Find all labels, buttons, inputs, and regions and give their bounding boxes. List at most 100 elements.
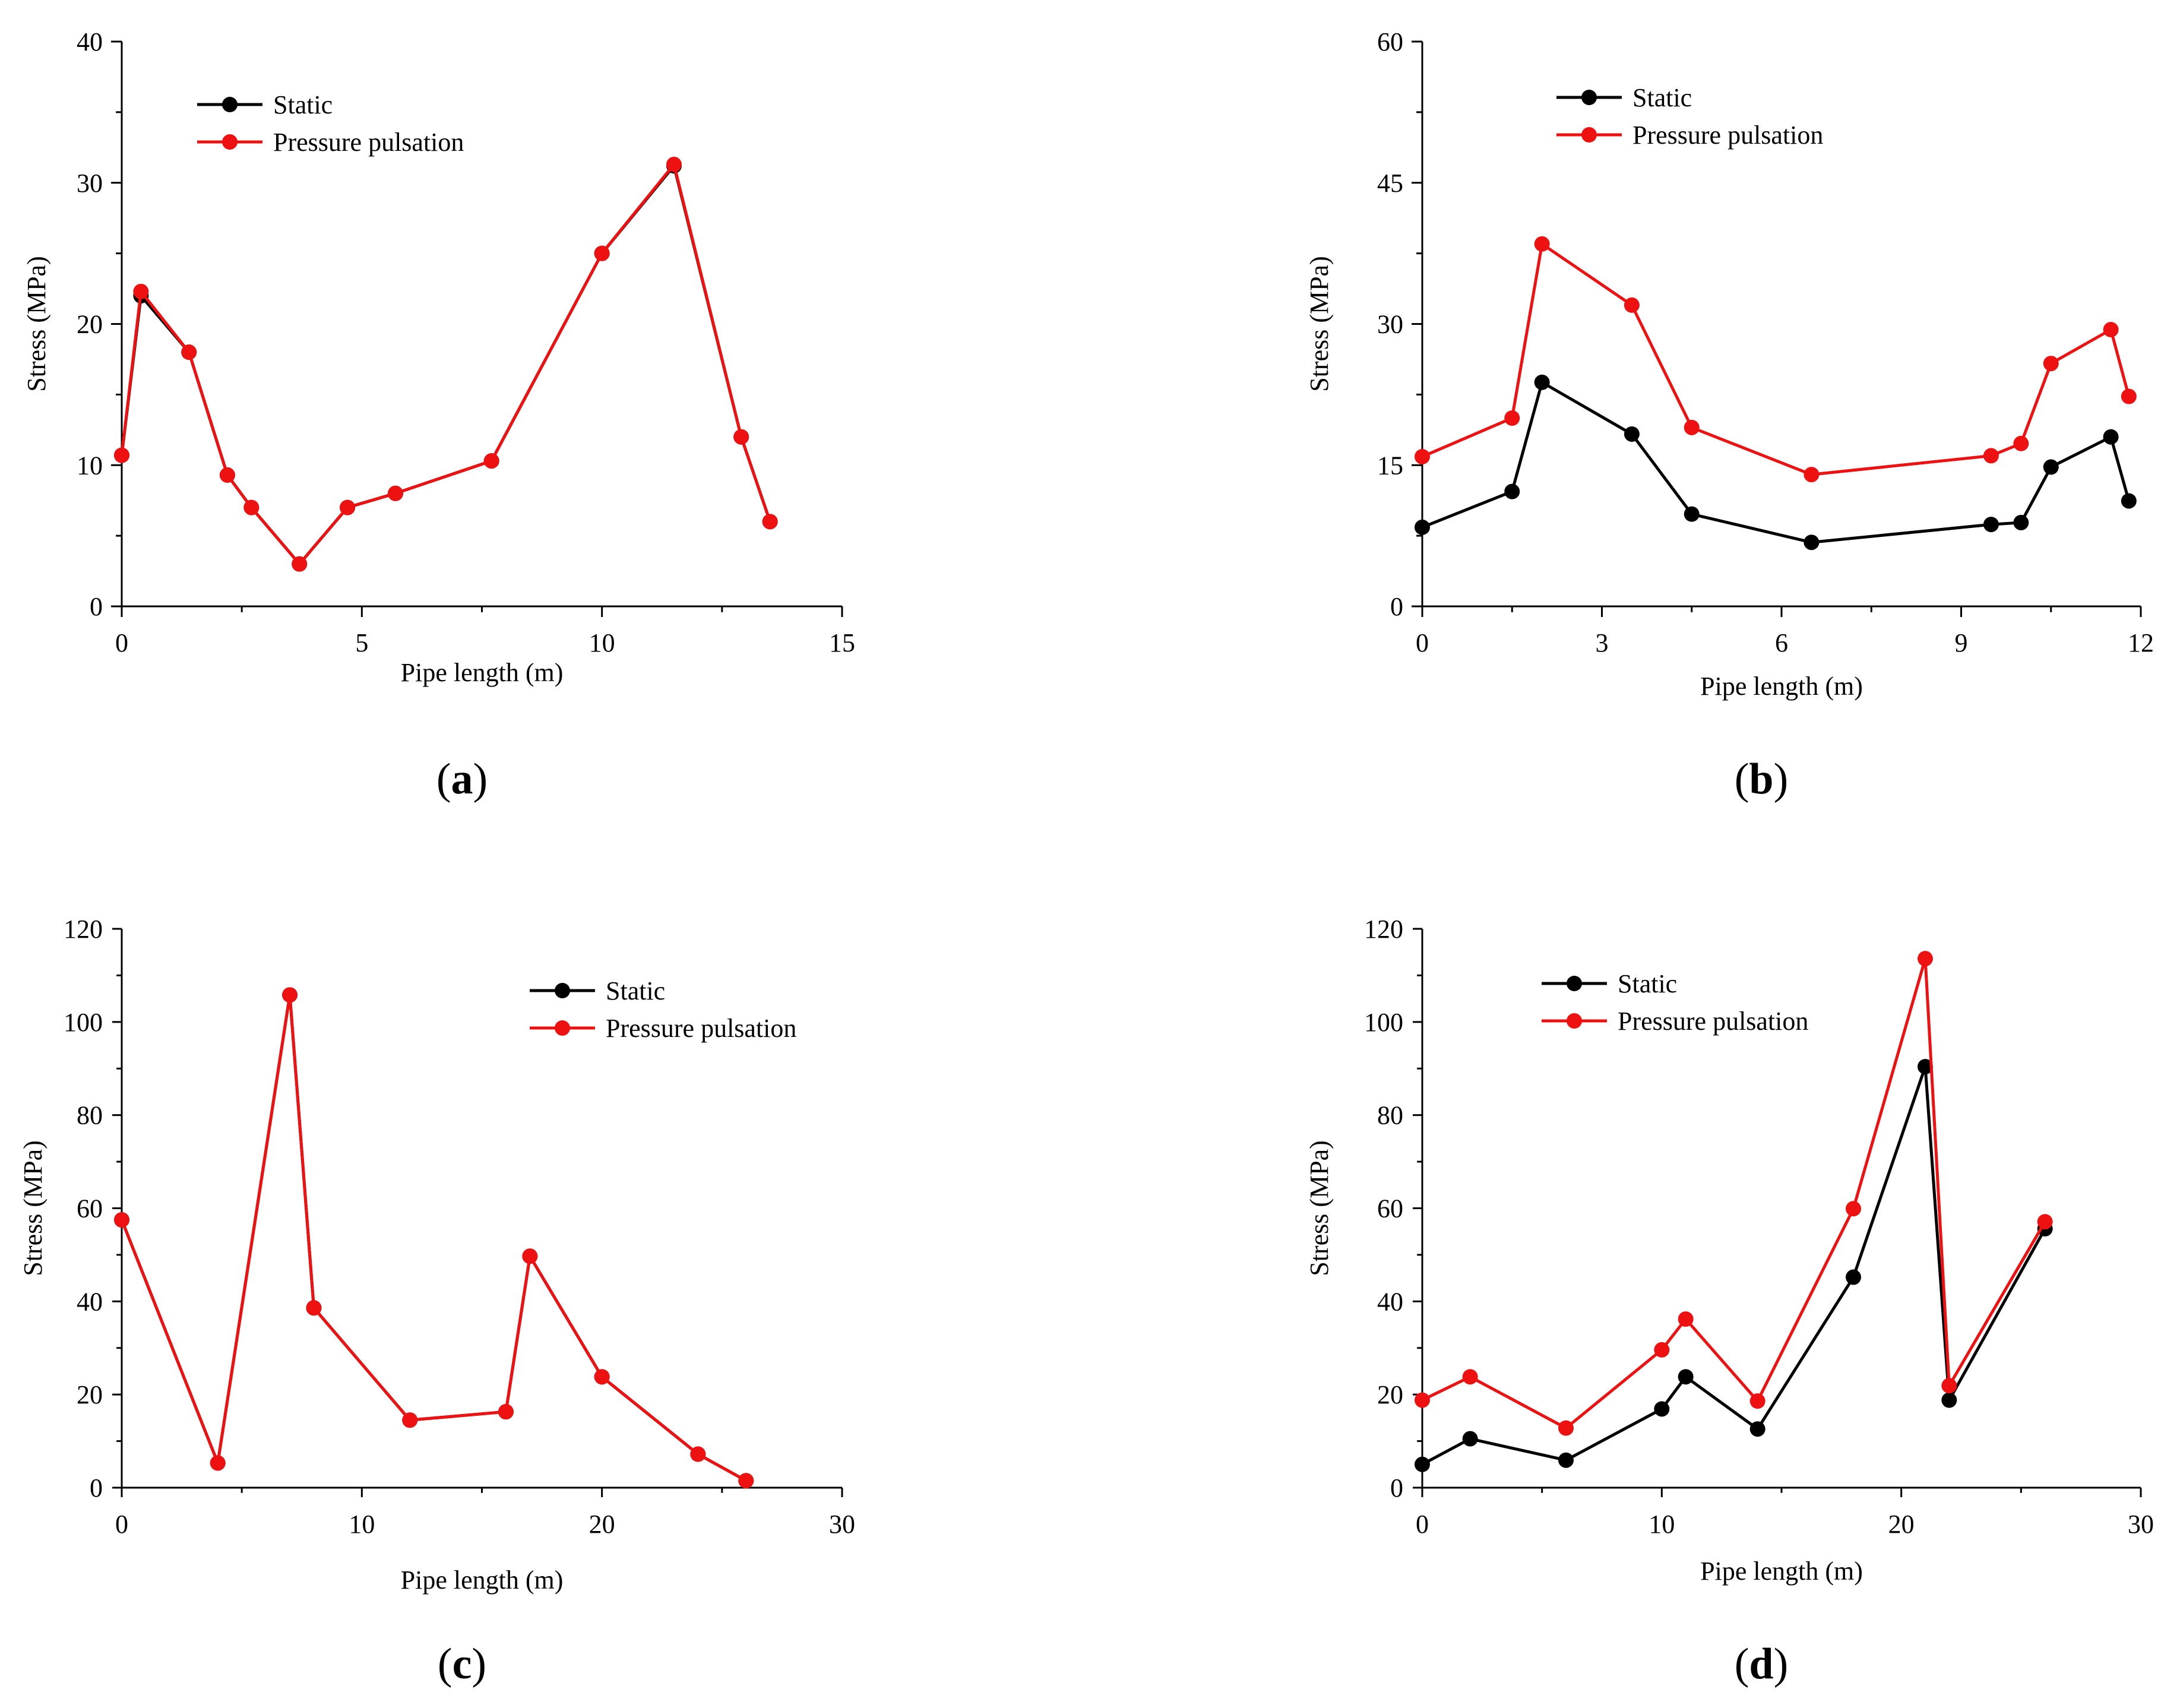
y-tick-label: 40: [77, 27, 103, 56]
pressure-pulsation-point: [306, 1300, 322, 1316]
pressure-pulsation-point: [1558, 1420, 1574, 1436]
static-point: [1624, 426, 1640, 442]
static-point: [2103, 429, 2119, 445]
x-tick-label: 30: [2128, 1510, 2154, 1539]
chart-panel-c: 0 10 20 30 0 20 40 60 80 100 120 Pipe length (m) Str…: [18, 915, 855, 1688]
static-point: [2121, 493, 2137, 509]
pressure-pulsation-point: [762, 514, 778, 530]
pressure-pulsation-point: [1462, 1369, 1478, 1385]
pressure-pulsation-point: [1504, 410, 1520, 426]
x-tick-label: 0: [115, 1510, 128, 1539]
y-tick-label: 15: [1377, 451, 1403, 480]
pressure-pulsation-point: [1983, 448, 1999, 464]
static-point: [2013, 514, 2029, 530]
legend: Static Pressure pulsation: [1556, 83, 1823, 150]
pressure-pulsation-point: [594, 1369, 610, 1385]
pressure-pulsation-point: [2043, 356, 2059, 372]
static-point: [1504, 483, 1520, 499]
x-axis-label: Pipe length (m): [1700, 672, 1863, 701]
y-tick-label: 30: [77, 169, 103, 198]
legend-label-static: Static: [1618, 969, 1677, 998]
static-point: [1804, 534, 1820, 551]
pressure-pulsation-point: [522, 1248, 538, 1264]
legend-marker-static: [1581, 90, 1597, 105]
x-tick-label: 0: [1416, 628, 1429, 657]
legend-marker-static: [555, 983, 570, 998]
legend-marker-pressure-pulsation: [555, 1020, 570, 1036]
pressure-pulsation-point: [282, 987, 298, 1003]
x-tick-label: 20: [589, 1510, 615, 1539]
y-tick-label: 40: [77, 1287, 103, 1316]
x-tick-label: 10: [1649, 1510, 1675, 1539]
y-tick-label: 60: [1377, 1194, 1403, 1223]
y-tick-label: 0: [90, 592, 103, 621]
y-axis-label: Stress (MPa): [18, 1140, 48, 1276]
pressure-pulsation-point: [219, 467, 235, 483]
pressure-pulsation-point: [1846, 1201, 1861, 1217]
legend-label-pressure-pulsation: Pressure pulsation: [1632, 121, 1823, 150]
legend-label-static: Static: [606, 976, 665, 1005]
y-tick-label: 120: [64, 915, 103, 944]
pressure-pulsation-point: [402, 1412, 418, 1428]
pressure-pulsation-point: [1941, 1378, 1957, 1394]
pressure-pulsation-point: [1624, 297, 1640, 313]
y-axis-label: Stress (MPa): [1305, 256, 1334, 392]
static-point: [1558, 1452, 1574, 1468]
pressure-pulsation-point: [133, 283, 149, 299]
pressure-pulsation-point: [1415, 1392, 1430, 1408]
panel-caption: (b): [1735, 755, 1788, 804]
pressure-pulsation-point: [387, 485, 403, 501]
static-point: [1749, 1421, 1765, 1437]
panel-caption: (d): [1735, 1640, 1788, 1688]
y-axis-label: Stress (MPa): [22, 256, 51, 392]
static-point: [1983, 517, 1999, 533]
y-tick-label: 100: [64, 1008, 103, 1037]
y-tick-label: 100: [1364, 1008, 1403, 1037]
legend-marker-pressure-pulsation: [1567, 1013, 1582, 1029]
pressure-pulsation-point: [1654, 1342, 1670, 1358]
series-line-static: [120, 993, 747, 1482]
pressure-pulsation-point: [2037, 1214, 2053, 1230]
legend-marker-static: [222, 97, 238, 112]
pressure-pulsation-point: [1804, 467, 1820, 483]
static-point: [1415, 1456, 1430, 1472]
y-tick-label: 60: [77, 1194, 103, 1223]
x-tick-label: 0: [1416, 1510, 1429, 1539]
y-tick-label: 80: [77, 1101, 103, 1130]
pressure-pulsation-point: [181, 344, 197, 360]
static-point: [1941, 1392, 1957, 1408]
legend-marker-static: [1567, 976, 1582, 991]
pressure-pulsation-point: [498, 1404, 514, 1420]
pressure-pulsation-point: [2013, 435, 2029, 451]
x-axis-label: Pipe length (m): [401, 1565, 564, 1595]
panel-caption: (c): [438, 1640, 486, 1688]
x-tick-label: 6: [1775, 628, 1788, 657]
y-axis-label: Stress (MPa): [1305, 1140, 1334, 1276]
y-tick-label: 45: [1377, 169, 1403, 198]
pressure-pulsation-point: [666, 156, 682, 172]
static-point: [1654, 1401, 1670, 1417]
x-axis-label: Pipe length (m): [1700, 1557, 1863, 1586]
pressure-pulsation-point: [292, 556, 308, 572]
static-point: [1678, 1369, 1694, 1385]
pressure-pulsation-point: [114, 447, 129, 463]
x-tick-label: 0: [115, 628, 128, 657]
x-tick-label: 20: [1888, 1510, 1915, 1539]
y-tick-label: 20: [77, 1380, 103, 1409]
legend: Static Pressure pulsation: [530, 976, 796, 1043]
panel-caption: (a): [436, 755, 488, 804]
x-tick-label: 10: [349, 1510, 375, 1539]
y-tick-label: 0: [1390, 1473, 1403, 1503]
pressure-pulsation-point: [1678, 1311, 1694, 1327]
pressure-pulsation-point: [483, 453, 499, 469]
pressure-pulsation-point: [340, 499, 356, 515]
y-tick-label: 20: [77, 310, 103, 339]
static-point: [2043, 459, 2059, 475]
y-tick-label: 40: [1377, 1287, 1403, 1316]
chart-panel-a: 0 5 10 15 0 10 20 30 40 Pipe length (m) Stress (MP…: [22, 27, 855, 804]
x-axis-label: Pipe length (m): [401, 658, 564, 687]
y-tick-label: 120: [1364, 915, 1403, 944]
pressure-pulsation-point: [594, 245, 610, 261]
pressure-pulsation-point: [738, 1473, 754, 1489]
legend-label-pressure-pulsation: Pressure pulsation: [273, 128, 464, 157]
